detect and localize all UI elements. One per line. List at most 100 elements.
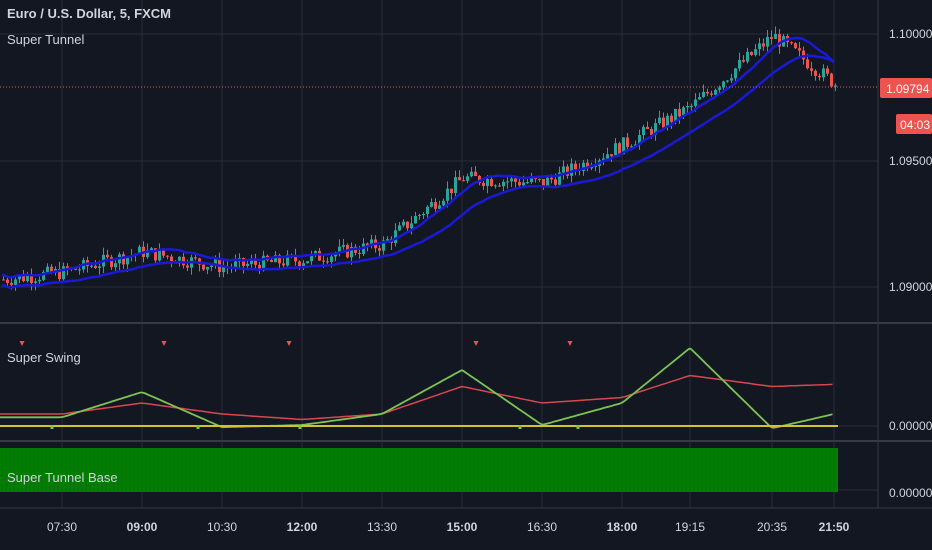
candle-body xyxy=(138,246,141,255)
candle-body xyxy=(642,126,645,136)
candle-body xyxy=(106,254,109,258)
swing-down-marker xyxy=(286,341,292,346)
candle-body xyxy=(630,146,633,148)
candle-body xyxy=(202,264,205,270)
swing-up-marker xyxy=(298,425,302,429)
candle-body xyxy=(334,253,337,257)
candle-body xyxy=(650,128,653,135)
candle-body xyxy=(706,92,709,94)
candle-body xyxy=(550,177,553,180)
candle-body xyxy=(330,256,333,263)
candle-body xyxy=(378,248,381,251)
candle-body xyxy=(154,248,157,261)
candle-body xyxy=(282,263,285,266)
candle-body xyxy=(186,265,189,268)
candle-body xyxy=(150,248,153,251)
candle-body xyxy=(498,185,501,187)
candle-body xyxy=(466,176,469,181)
candle-body xyxy=(478,176,481,183)
candle-body xyxy=(798,48,801,51)
candle-body xyxy=(458,177,461,181)
candle-body xyxy=(210,265,213,267)
candle-body xyxy=(710,93,713,95)
candle-body xyxy=(342,244,345,247)
time-tick-label: 12:00 xyxy=(287,520,318,534)
candle-body xyxy=(178,256,181,264)
candle-body xyxy=(618,143,621,155)
candle-body xyxy=(90,265,93,267)
candle-body xyxy=(98,266,101,269)
candle-body xyxy=(666,115,669,128)
candle-body xyxy=(518,181,521,186)
candle-body xyxy=(590,166,593,169)
candle-body xyxy=(446,188,449,201)
candle-body xyxy=(402,221,405,226)
candle-body xyxy=(690,105,693,107)
candle-body xyxy=(754,49,757,55)
candle-body xyxy=(58,268,61,280)
swing-down-marker xyxy=(473,341,479,346)
candle-body xyxy=(814,70,817,76)
candle-body xyxy=(298,261,301,267)
candle-body xyxy=(250,260,253,264)
candle-body xyxy=(826,68,829,74)
pane-title-super-tunnel-base[interactable]: Super Tunnel Base xyxy=(7,470,118,485)
candle-body xyxy=(278,255,281,264)
candle-body xyxy=(126,256,129,265)
candle-body xyxy=(818,75,821,78)
time-tick-label: 20:35 xyxy=(757,520,787,534)
candle-body xyxy=(698,97,701,100)
candle-body xyxy=(430,202,433,207)
time-axis: 07:30 09:00 10:30 12:00 13:30 15:00 16:3… xyxy=(47,520,850,534)
candle-body xyxy=(770,36,773,39)
candle-body xyxy=(386,239,389,241)
pane-title-super-swing[interactable]: Super Swing xyxy=(7,350,81,365)
candle-body xyxy=(254,260,257,265)
candle-body xyxy=(370,239,373,246)
candle-body xyxy=(670,115,673,122)
candle-body xyxy=(702,92,705,98)
time-tick-label: 21:50 xyxy=(819,520,850,534)
symbol-title[interactable]: Euro / U.S. Dollar, 5, FXCM xyxy=(7,6,171,21)
candle-body xyxy=(734,68,737,79)
countdown-label: 04:03 xyxy=(900,118,930,132)
candle-body xyxy=(46,266,49,272)
candle-body xyxy=(22,275,25,282)
candle-body xyxy=(6,279,9,283)
candle-body xyxy=(314,251,317,255)
candle-body xyxy=(790,42,793,44)
candle-body xyxy=(582,162,585,171)
candle-body xyxy=(94,265,97,269)
candle-body xyxy=(662,117,665,128)
candle-body xyxy=(2,279,5,281)
swing-fast-line xyxy=(0,347,833,429)
candle-body xyxy=(606,154,609,159)
candle-body xyxy=(694,99,697,106)
candle-body xyxy=(270,260,273,263)
candle-body xyxy=(834,85,837,87)
candle-body xyxy=(686,105,689,108)
candle-body xyxy=(746,51,749,62)
time-tick-label: 10:30 xyxy=(207,520,237,534)
candle-body xyxy=(14,279,17,285)
candle-body xyxy=(570,163,573,176)
candle-body xyxy=(534,178,537,180)
candle-body xyxy=(806,59,809,69)
candle-body xyxy=(414,215,417,224)
candle-body xyxy=(18,275,21,280)
osc-tick-label: 0.00000 xyxy=(889,419,932,433)
pane-title-super-tunnel[interactable]: Super Tunnel xyxy=(7,32,85,47)
candle-body xyxy=(594,165,597,167)
candle-body xyxy=(486,179,489,187)
candle-body xyxy=(714,89,717,95)
swing-markers xyxy=(19,341,573,346)
candle-body xyxy=(522,182,525,186)
candle-body xyxy=(774,34,777,39)
candle-body xyxy=(586,162,589,169)
swing-up-marker xyxy=(576,425,580,429)
candle-body xyxy=(614,143,617,157)
candle-body xyxy=(462,180,465,182)
candle-body xyxy=(418,214,421,216)
candle-body xyxy=(622,137,625,155)
